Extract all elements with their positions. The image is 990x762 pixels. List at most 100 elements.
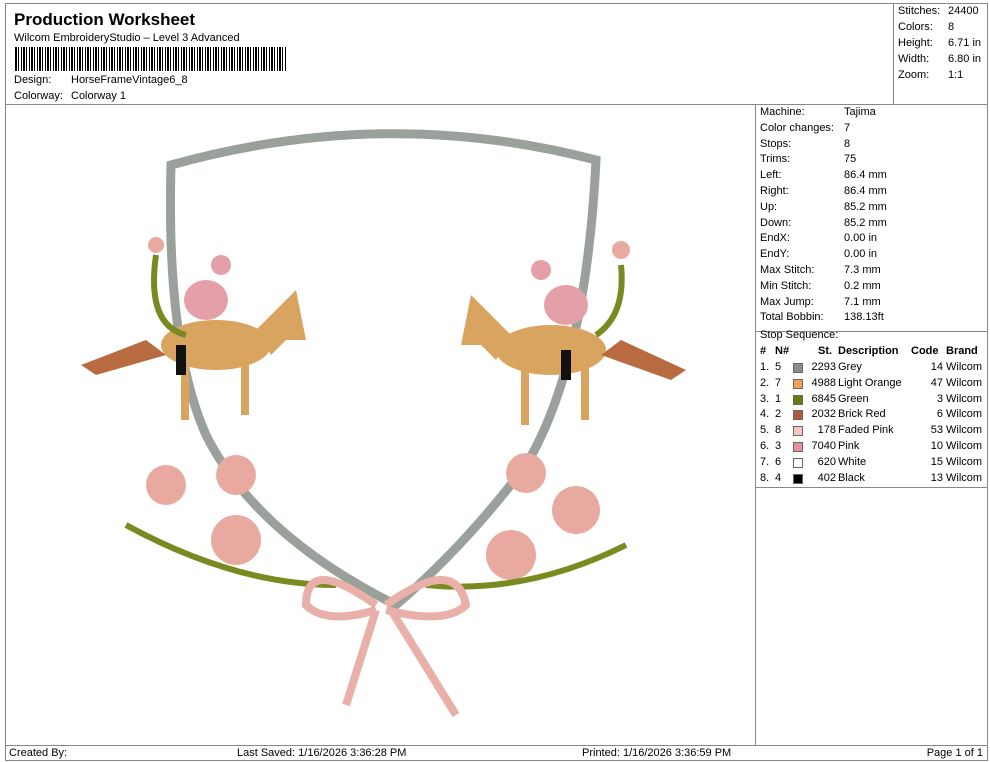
row-code: 53 [930,424,943,437]
color-swatch [793,442,803,452]
info-value: 7.3 mm [844,264,881,276]
info-label: Total Bobbin: [760,311,824,324]
colorway-row: Colorway: Colorway 1 [14,90,126,102]
stat-row: Stitches: 24400 [898,5,979,17]
stat-value: 1:1 [948,69,964,81]
machine-info-row: Trims: 75 [760,153,856,165]
design-preview [5,104,756,746]
info-value: 0.2 mm [844,279,881,292]
color-swatch [793,394,803,405]
info-value: 86.4 mm [844,169,887,182]
stop-sequence-label: Stop Sequence: [760,329,839,341]
info-value: 8 [844,137,851,150]
stat-row: Colors: 8 [898,21,954,33]
printed-date: Printed: 1/16/2026 3:36:59 PM [582,747,732,759]
machine-info-row: Up: 85.2 mm [760,201,887,213]
row-brand: Wilcom [946,440,983,452]
info-value: 0.00 in [844,232,878,245]
page-title: Production Worksheet [14,10,196,29]
color-swatch [793,457,803,468]
row-code: 13 [930,471,943,484]
row-brand: Wilcom [946,424,983,437]
row-brand: Wilcom [946,455,983,468]
info-label: Trims: [760,153,791,166]
row-description: Brick Red [838,408,886,421]
row-stitches: 6845 [811,392,836,405]
info-value: 85.2 mm [844,200,887,213]
row-code: 14 [930,361,943,373]
roses [146,237,630,580]
machine-info-row: Max Jump: 7.1 mm [760,296,881,308]
row-needle: 2 [775,408,782,421]
col-index: # [760,345,767,357]
row-needle: 8 [775,424,782,437]
row-description: Green [838,392,869,405]
stop-sequence-row: 1. 5 2293 Grey 14 Wilcom [760,361,988,377]
stop-sequence-row: 7. 6 620 White 15 Wilcom [760,456,988,472]
row-stitches: 402 [817,471,836,484]
left-jockey [176,255,231,375]
row-brand: Wilcom [946,408,983,421]
row-needle: 4 [775,471,782,484]
bow [301,576,471,718]
info-label: Left: [760,169,782,182]
row-stitches: 4988 [811,376,836,389]
stop-sequence-header: # N# St. Description Code Brand [760,345,988,361]
row-stitches: 2032 [811,408,836,421]
created-by: Created By: [9,747,68,759]
row-index: 6. [760,440,770,452]
machine-info-row: EndY: 0.00 in [760,248,877,260]
right-horse [461,295,686,425]
color-swatch [793,410,803,421]
row-needle: 6 [775,455,782,468]
row-needle: 3 [775,440,782,452]
info-value: Tajima [844,106,876,118]
info-label: Down: [760,216,792,229]
row-code: 6 [936,408,943,421]
info-label: Machine: [760,106,805,118]
info-label: Max Stitch: [760,264,815,276]
page-number: Page 1 of 1 [926,747,983,759]
row-description: Pink [838,440,860,452]
barcode [15,47,287,71]
machine-info-row: Total Bobbin: 138.13ft [760,311,884,323]
row-brand: Wilcom [946,361,983,373]
stop-sequence-row: 5. 8 178 Faded Pink 53 Wilcom [760,424,988,440]
software-subtitle: Wilcom EmbroideryStudio – Level 3 Advanc… [14,32,240,44]
info-label: Min Stitch: [760,279,812,292]
row-code: 3 [936,392,943,405]
row-stitches: 178 [817,424,836,437]
row-index: 2. [760,376,770,389]
info-value: 85.2 mm [844,216,887,229]
info-label: Stops: [760,137,792,150]
info-label: Max Jump: [760,295,814,308]
col-stitches: St. [818,345,833,357]
stop-sequence-row: 4. 2 2032 Brick Red 6 Wilcom [760,408,988,424]
info-value: 86.4 mm [844,185,887,197]
color-swatch [793,378,803,389]
info-label: EndY: [760,248,790,261]
stop-sequence-row: 8. 4 402 Black 13 Wilcom [760,472,988,488]
row-code: 47 [930,376,943,389]
colorway-label: Colorway: [14,90,63,102]
stat-label: Stitches: [898,5,941,17]
machine-info-row: Max Stitch: 7.3 mm [760,264,881,276]
row-description: Light Orange [838,376,902,389]
info-panel: Stop Sequence: # N# St. Description Code… [755,104,988,746]
last-saved: Last Saved: 1/16/2026 3:36:28 PM [237,747,407,759]
machine-info-row: Right: 86.4 mm [760,185,887,197]
stat-value: 8 [948,21,955,33]
color-swatch [793,363,803,373]
row-brand: Wilcom [946,376,983,389]
row-index: 8. [760,471,770,484]
row-brand: Wilcom [946,392,983,405]
info-value: 138.13ft [844,311,884,324]
stat-label: Zoom: [898,69,930,81]
row-code: 10 [930,440,943,452]
row-index: 3. [760,392,770,405]
right-jockey [531,260,588,380]
row-description: White [838,455,867,468]
stat-label: Width: [898,53,930,65]
row-brand: Wilcom [946,471,983,484]
machine-info-row: Min Stitch: 0.2 mm [760,280,881,292]
